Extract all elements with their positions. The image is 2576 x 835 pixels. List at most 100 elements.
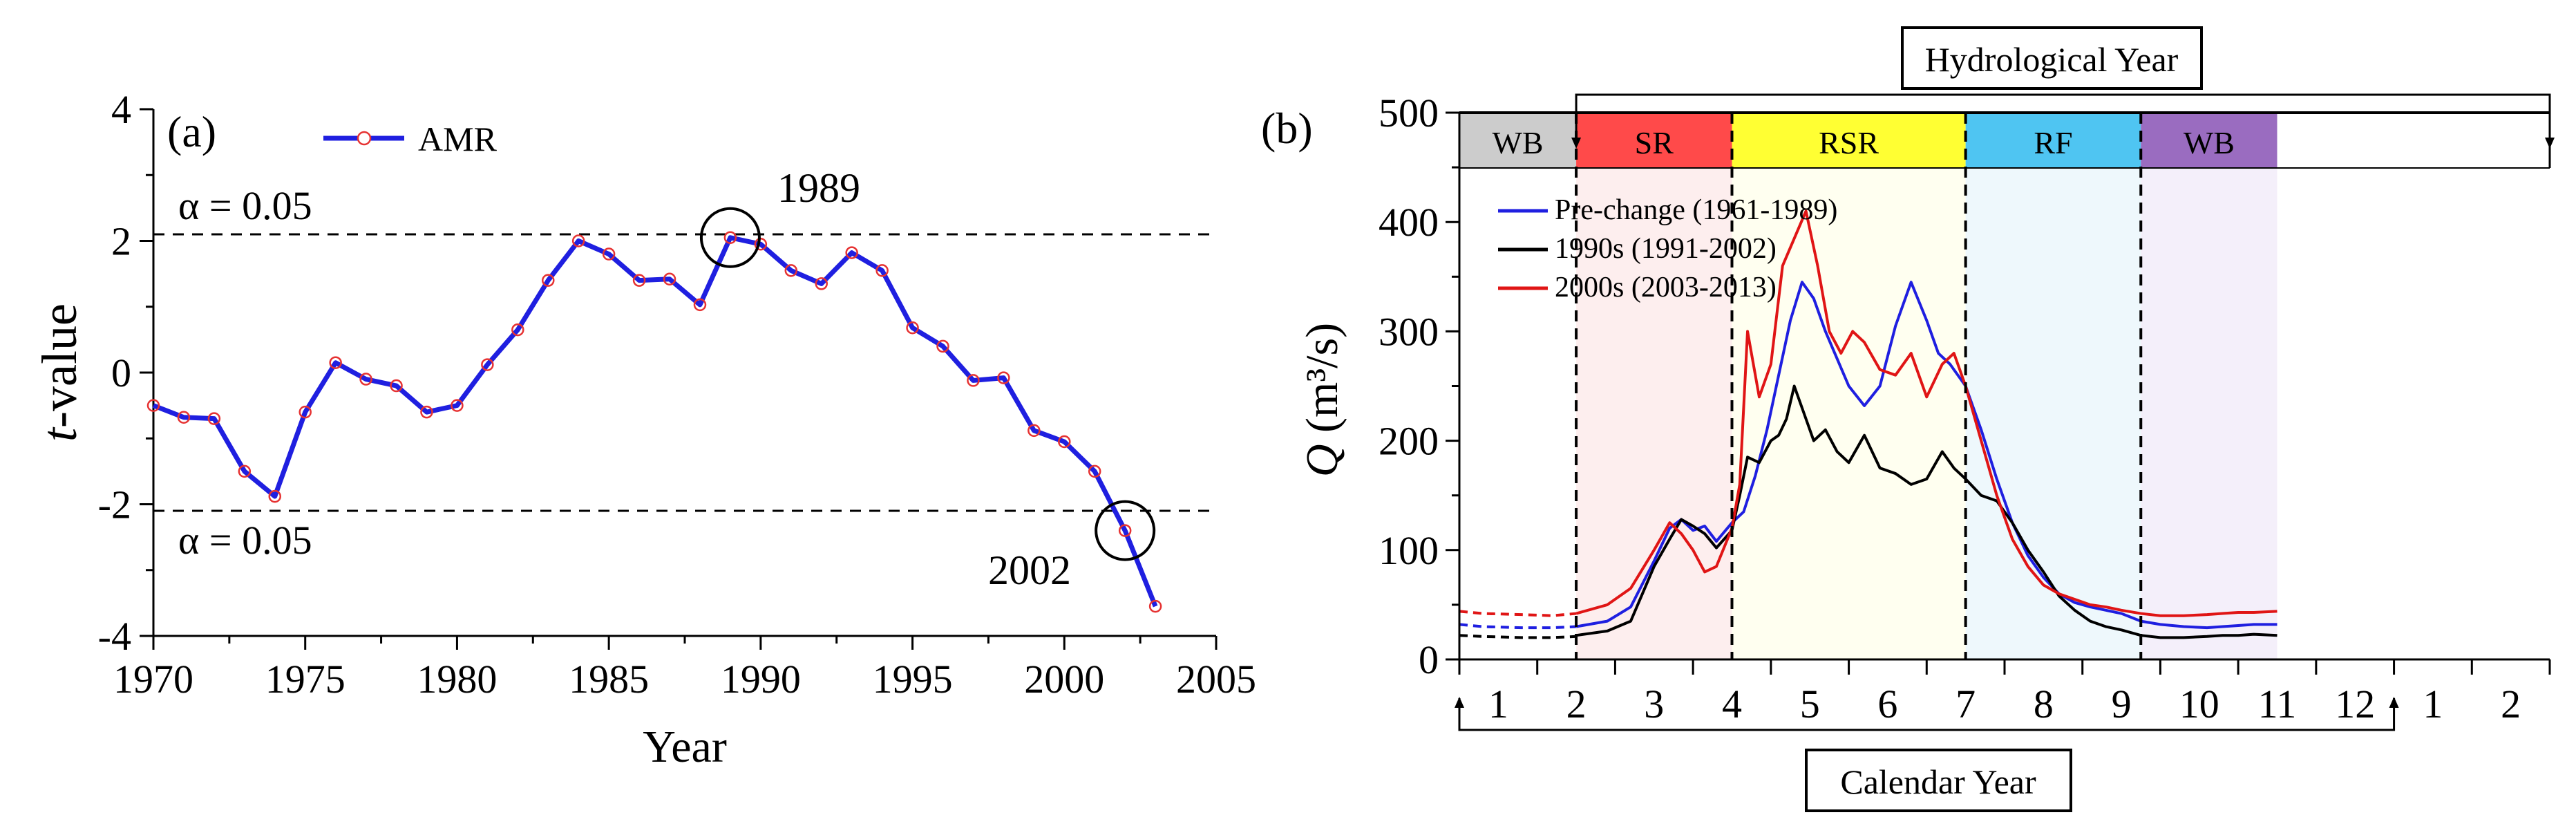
amr-point [1027,424,1041,438]
y-tick-label: 400 [1379,200,1439,245]
annotation-circle [699,207,761,268]
y-tick-label: 0 [111,350,131,395]
chart-b-period-backgrounds [1459,168,2277,659]
series-dashed-2 [1459,610,1577,617]
annotation-circle [1095,500,1156,561]
amr-point [329,356,342,369]
amr-point [1118,524,1132,537]
x-axis-title: Year [643,722,727,772]
calendar-bracket [1458,698,2396,731]
x-tick-label: 1990 [721,657,801,702]
amr-point [723,231,737,244]
calendar-arrow-left [1455,697,1464,708]
hydro-arrow-right [2545,138,2555,149]
amr-point [571,234,585,247]
amr-point [693,298,707,312]
chart-a-labels: α = 0.05 α = 0.05 1970 1975 1980 1985 1990 1995… [32,87,1256,772]
annotation-label-2002: 2002 [988,547,1071,593]
period-label: WB [1492,125,1543,160]
chart-a-axes [140,108,1218,650]
legend-label: Pre-change (1961-1989) [1555,194,1837,226]
amr-point [997,371,1010,384]
x-tick-label: 1995 [873,657,953,702]
chart-a-thresholds [153,233,1216,512]
y-tick-label: 500 [1379,91,1439,135]
legend-marker [357,131,372,146]
x-tick-label: 1975 [265,657,345,702]
amr-line [152,235,1158,608]
amr-point [1058,435,1071,449]
amr-point [146,399,160,412]
amr-point [815,277,828,290]
amr-point [542,274,555,287]
month-label: 4 [1722,682,1742,726]
amr-point [390,379,403,393]
period-background [1965,168,2141,659]
series-dashed-1 [1459,634,1577,639]
y-tick-label: 200 [1379,419,1439,464]
y-axis-title: t-value [32,303,87,442]
period-background [1576,168,1732,659]
month-label: 5 [1800,682,1820,726]
x-tick-label: 1980 [417,657,497,702]
chart-b-series [1459,209,2277,639]
amr-point [936,339,949,353]
x-tick-label: 1970 [113,657,193,702]
amr-point [177,411,191,424]
period-band [1576,113,1732,168]
hydro-bracket [1575,93,2551,146]
legend-label: 1990s (1991-2002) [1555,233,1777,265]
y-tick-label: -4 [98,614,131,659]
panel-label-b: (b) [1261,104,1313,153]
amr-point [784,264,798,277]
amr-point [481,358,494,371]
chart-b-period-bands [1459,113,2550,659]
series-line-0 [1575,281,2277,630]
period-band [1459,113,1577,168]
amr-point [268,489,282,503]
series-line-2 [1575,209,2277,617]
amr-point [875,264,889,277]
y-tick-label: -2 [98,482,131,527]
amr-point [1148,599,1162,613]
period-label: WB [2184,125,2235,160]
amr-point [906,321,919,335]
chart-b-axes [1446,26,2555,812]
amr-point [845,246,858,259]
legend-label: 2000s (2003-2013) [1555,272,1777,303]
period-label: RSR [1819,125,1879,160]
chart-a-series [146,131,1162,613]
period-label: SR [1635,125,1674,160]
amr-point [451,399,464,412]
hydro-arrow-left [1571,138,1582,149]
amr-point [511,323,524,337]
hydro-label-box [1901,26,2203,90]
amr-point [238,465,252,478]
series-dashed-0 [1459,623,1577,630]
amr-point [602,247,616,261]
month-label: 2 [2501,682,2521,726]
amr-point [420,405,433,419]
threshold-label-upper: α = 0.05 [178,183,312,228]
amr-point [359,373,372,386]
x-tick-label: 1985 [569,657,649,702]
month-label: 1 [2423,682,2443,726]
x-tick-label: 2005 [1176,657,1256,702]
panel-label-a: (a) [167,107,216,156]
legend-label: AMR [418,120,498,158]
month-label: 9 [2112,682,2132,726]
period-label: RF [2034,125,2072,160]
y-tick-label: 100 [1379,528,1439,573]
calendar-label: Calendar Year [1840,762,2036,801]
amr-point [632,274,646,287]
period-band [1732,113,1966,168]
amr-point [207,412,221,425]
amr-point [967,374,980,387]
calendar-arrow-right [2389,697,2399,708]
annotation-label-1989: 1989 [777,165,860,211]
month-label: 11 [2258,682,2297,726]
month-label: 10 [2179,682,2219,726]
